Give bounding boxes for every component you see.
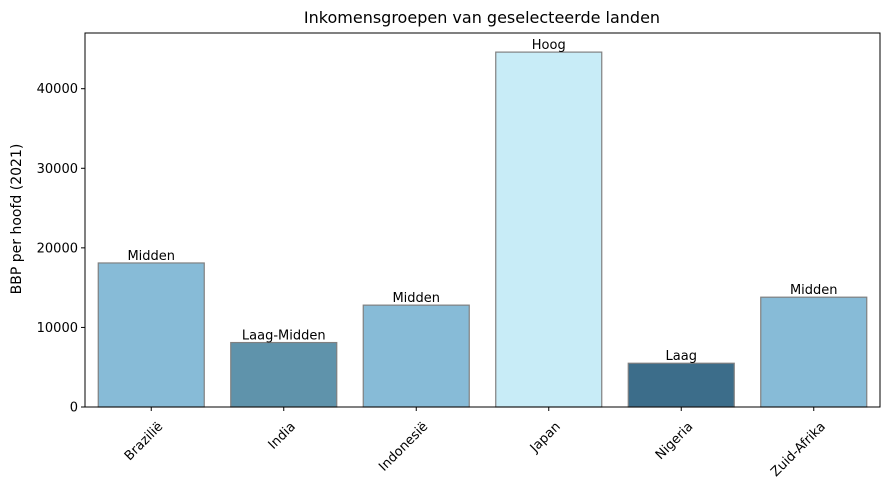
x-tick-label-5: Zuid-Afrika xyxy=(768,419,829,480)
y-axis-label: BBP per hoofd (2021) xyxy=(9,144,25,295)
y-tick-label-2: 20000 xyxy=(37,241,78,256)
data-label-2: Midden xyxy=(392,291,440,306)
y-tick-label-0: 0 xyxy=(70,401,78,416)
bar-1 xyxy=(230,341,338,408)
bar-3 xyxy=(495,51,603,408)
bar-4 xyxy=(627,362,735,408)
bar-0 xyxy=(97,262,205,408)
data-label-5: Midden xyxy=(790,283,838,298)
plot-area: Midden Brazilië Laag-Midden India Midden Indo… xyxy=(37,32,881,480)
x-tick-label-1: India xyxy=(266,419,299,452)
x-tick-label-3: Japan xyxy=(527,419,564,456)
x-tick-label-0: Brazilië xyxy=(122,419,166,463)
x-tick-label-2: Indonesië xyxy=(376,419,431,474)
y-tick-label-1: 10000 xyxy=(37,321,78,336)
chart-title: Inkomensgroepen van geselecteerde landen xyxy=(304,8,660,27)
bar-5 xyxy=(760,296,868,408)
bar-2 xyxy=(362,304,470,408)
plot-frame xyxy=(84,32,881,408)
x-tick-label-4: Nigeria xyxy=(653,419,696,462)
data-label-4: Laag xyxy=(666,349,697,364)
y-tick-label-4: 40000 xyxy=(37,82,78,97)
data-label-3: Hoog xyxy=(532,38,566,53)
data-label-0: Midden xyxy=(127,249,175,264)
data-label-1: Laag-Midden xyxy=(242,329,326,344)
y-tick-label-3: 30000 xyxy=(37,162,78,177)
